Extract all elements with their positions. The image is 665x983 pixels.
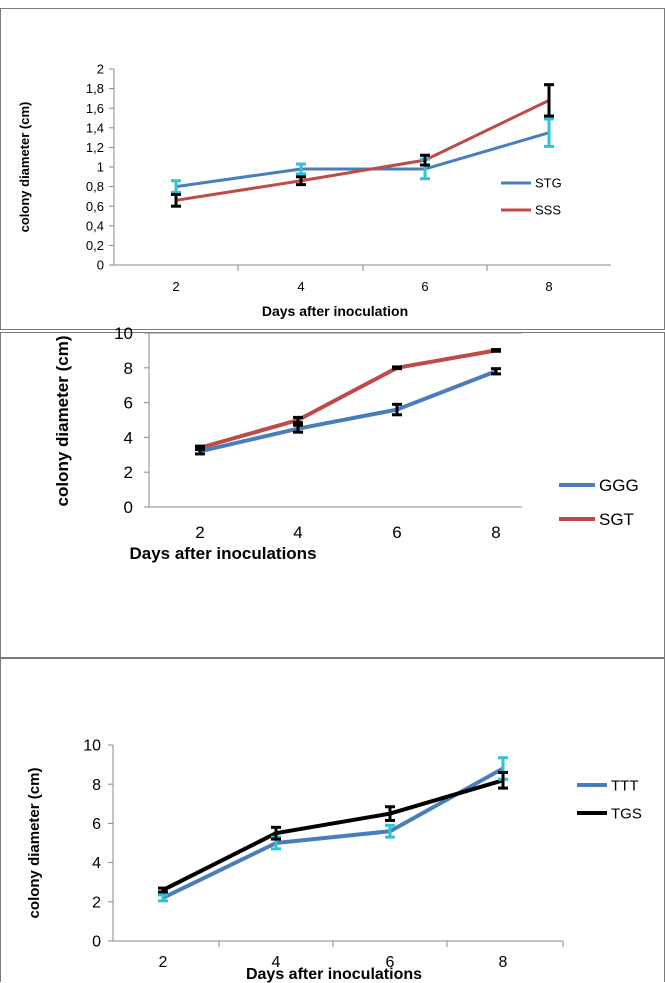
y-tick-label: 8 — [124, 359, 133, 378]
y-axis-label: colony diameter (cm) — [26, 768, 43, 919]
x-tick-label: 6 — [421, 279, 428, 294]
error-bar-sgt — [392, 365, 402, 371]
error-bar-tgs — [385, 805, 395, 822]
chart-panel-3: 0 2 4 6 8 10 2 4 6 8 Days after inoculations colony… — [0, 658, 665, 983]
error-bar-ggg — [392, 402, 402, 417]
y-tick-label: 2 — [92, 894, 101, 911]
series-line-sss — [175, 99, 550, 202]
x-tick-label: 4 — [293, 523, 302, 542]
error-bar-ggg — [491, 367, 501, 376]
error-bar-sgt — [293, 415, 303, 425]
y-tick-label: 10 — [114, 324, 133, 343]
y-axis-label: colony diameter (cm) — [17, 102, 32, 233]
line-chart-3: 0 2 4 6 8 10 2 4 6 8 Days after inoculations colony… — [26, 738, 642, 983]
error-bar-sss — [296, 175, 306, 187]
series-line-ttt — [162, 766, 504, 900]
error-bar-sss — [171, 192, 181, 208]
y-tick-label: 1 — [97, 160, 104, 175]
y-tick-label: 0,4 — [86, 218, 104, 233]
legend-label: GGG — [599, 476, 639, 495]
legend-label: STG — [535, 176, 562, 191]
y-tick-label: 4 — [124, 428, 133, 447]
error-bar-ttt — [158, 893, 168, 903]
x-tick-label: 2 — [195, 523, 204, 542]
error-bar-tgs — [498, 770, 508, 790]
y-tick-label: 8 — [92, 777, 101, 794]
series-line-sgt — [199, 348, 497, 450]
y-tick-label: 2 — [97, 62, 104, 77]
y-tick-label: 0,2 — [86, 238, 104, 253]
error-bar-stg — [544, 117, 554, 148]
x-tick-label: 6 — [386, 954, 395, 971]
series-line-stg — [175, 131, 550, 189]
y-tick-label: 0,8 — [86, 179, 104, 194]
legend-label: TGS — [611, 805, 642, 822]
x-tick-label: 8 — [499, 954, 508, 971]
x-tick-label: 6 — [392, 523, 401, 542]
error-bar-tgs — [271, 825, 281, 841]
chart-panel-1: 0 0,2 0,4 0,6 0,8 1 1,2 1,4 1,6 1,8 2 2 4 6 8 Days afte… — [0, 8, 665, 330]
x-axis-label: Days after inoculations — [129, 544, 316, 563]
y-tick-label: 2 — [124, 463, 133, 482]
x-axis-label: Days after inoculations — [246, 966, 422, 983]
error-bar-sgt — [491, 348, 501, 353]
x-tick-label: 8 — [545, 279, 552, 294]
legend-label: SGT — [599, 510, 634, 529]
error-bar-ggg — [293, 423, 303, 434]
x-tick-label: 4 — [272, 954, 281, 971]
y-tick-label: 4 — [92, 855, 101, 872]
error-bar-stg — [171, 179, 181, 194]
error-bar-stg — [296, 162, 306, 176]
x-tick-label: 2 — [159, 954, 168, 971]
legend-label: TTT — [611, 777, 639, 794]
y-tick-label: 1,6 — [86, 101, 104, 116]
y-tick-label: 1,8 — [86, 81, 104, 96]
x-tick-label: 8 — [491, 523, 500, 542]
y-tick-label: 0 — [124, 498, 133, 517]
y-tick-label: 0 — [97, 258, 104, 273]
y-tick-label: 0 — [92, 934, 101, 951]
x-tick-label: 2 — [172, 279, 179, 294]
line-chart-2: 0 2 4 6 8 10 2 4 6 8 Days after inoculations colony… — [53, 324, 639, 563]
line-chart-1: 0 0,2 0,4 0,6 0,8 1 1,2 1,4 1,6 1,8 2 2 4 6 8 Days afte… — [17, 62, 611, 319]
legend-label: SSS — [535, 203, 561, 218]
series-line-ggg — [199, 369, 497, 454]
error-bar-sss — [544, 83, 554, 118]
error-bar-tgs — [158, 886, 168, 894]
x-tick-label: 4 — [297, 279, 304, 294]
y-tick-label: 1,2 — [86, 140, 104, 155]
error-bar-ttt — [385, 823, 395, 839]
y-axis-label: colony diameter (cm) — [53, 336, 72, 507]
error-bar-sss — [420, 153, 430, 167]
y-tick-label: 0,6 — [86, 199, 104, 214]
x-axis-label: Days after inoculation — [262, 303, 408, 319]
error-bar-sgt — [195, 444, 205, 452]
chart-panel-2: 0 2 4 6 8 10 2 4 6 8 Days after inoculations colony… — [0, 324, 665, 658]
y-tick-label: 6 — [92, 816, 101, 833]
y-tick-label: 1,4 — [86, 120, 104, 135]
y-tick-label: 10 — [83, 738, 101, 755]
series-line-tgs — [162, 778, 504, 892]
y-tick-label: 6 — [124, 394, 133, 413]
